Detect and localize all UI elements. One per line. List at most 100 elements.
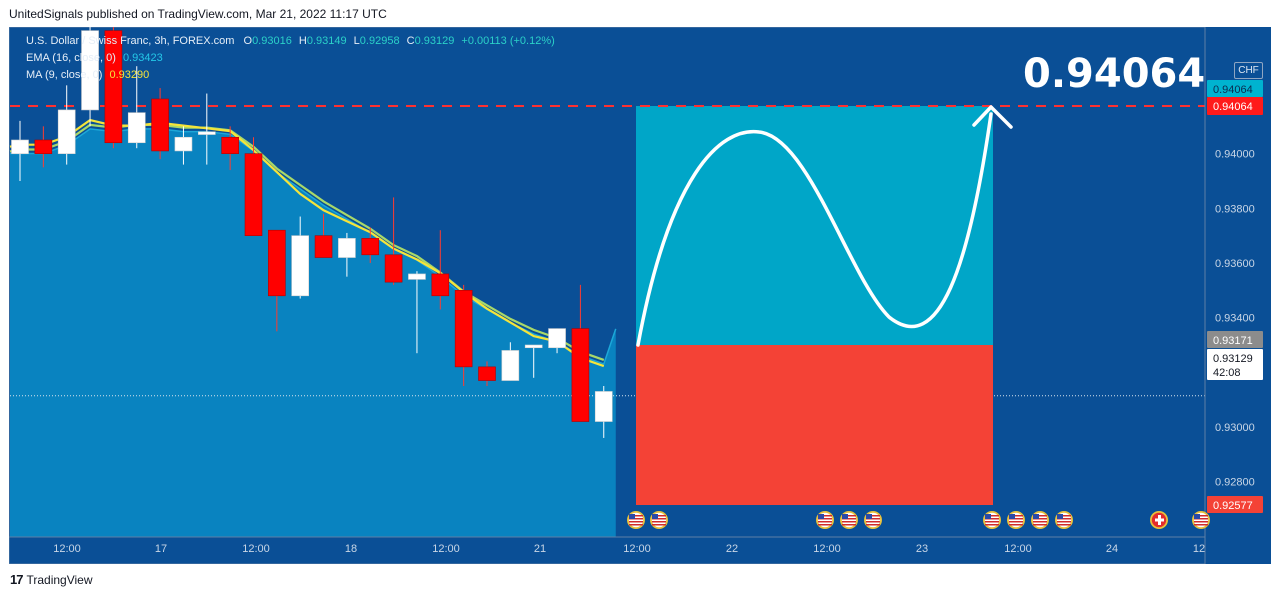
us-event-flag-icon — [1057, 518, 1071, 520]
price-tick-label: 0.92800 — [1215, 477, 1255, 489]
candle-body[interactable] — [478, 366, 496, 381]
us-event-flag-icon — [866, 514, 872, 519]
candle-body[interactable] — [338, 238, 356, 258]
entry-price-label: 0.93171 — [1213, 335, 1253, 347]
candle-body[interactable] — [104, 30, 123, 144]
stop-price-label: 0.92577 — [1213, 500, 1253, 512]
legend-close-label: C — [406, 35, 415, 47]
time-tick-label: 23 — [916, 543, 928, 555]
candle-body[interactable] — [571, 328, 590, 422]
candle-body[interactable] — [11, 139, 29, 154]
bar-countdown-label: 42:08 — [1213, 367, 1241, 379]
us-event-flag-icon — [1009, 521, 1023, 523]
us-event-flag-icon — [866, 521, 880, 523]
candle-body[interactable] — [431, 273, 450, 297]
legend-ma-row: MA (9, close, 0) 0.93290 — [26, 69, 149, 81]
price-chart[interactable]: 0.942000.940000.938000.936000.934000.932… — [9, 27, 1271, 564]
us-event-flag-icon — [985, 515, 999, 517]
us-event-flag-icon — [629, 514, 635, 519]
candle-body[interactable] — [594, 391, 613, 422]
footer: 17 TradingView — [10, 572, 93, 587]
candle-body[interactable] — [57, 109, 76, 154]
time-tick-label: 22 — [726, 543, 738, 555]
take-profit-zone[interactable] — [636, 106, 993, 345]
us-event-flag-icon — [1009, 515, 1023, 517]
candle-body[interactable] — [501, 350, 520, 381]
candle-body[interactable] — [384, 254, 403, 283]
us-event-flag-icon — [629, 521, 643, 523]
legend-low-label: L — [353, 35, 360, 47]
us-event-flag-icon — [866, 515, 880, 517]
time-tick-label: 12:00 — [1004, 543, 1032, 555]
candle-body[interactable] — [221, 136, 239, 154]
stop-loss-zone[interactable] — [636, 345, 993, 505]
candle-body[interactable] — [81, 30, 99, 111]
legend-change: +0.00113 (+0.12%) — [461, 35, 555, 47]
time-tick-label: 12:00 — [623, 543, 651, 555]
us-event-flag-icon — [652, 521, 666, 523]
candle-body[interactable] — [34, 139, 53, 154]
target-box-price-label: 0.94064 — [1213, 84, 1253, 96]
us-event-flag-icon — [629, 524, 643, 526]
us-event-flag-icon — [842, 514, 848, 519]
candle-body[interactable] — [151, 98, 169, 152]
us-event-flag-icon — [842, 524, 856, 526]
candle-body[interactable] — [361, 238, 380, 256]
us-event-flag-icon — [818, 524, 832, 526]
us-event-flag-icon — [1033, 521, 1047, 523]
time-tick-label: 17 — [155, 543, 167, 555]
candle-body[interactable] — [174, 136, 193, 152]
projection-path — [636, 112, 993, 347]
ch-event-flag-icon — [1155, 518, 1164, 522]
us-event-flag-icon — [1194, 518, 1208, 520]
candle-body[interactable] — [291, 235, 310, 297]
candle-body[interactable] — [268, 229, 286, 297]
tradingview-logo: 17 — [10, 572, 24, 587]
currency-badge[interactable]: CHF — [1234, 62, 1263, 79]
legend-ema-value: 0.93423 — [122, 52, 163, 64]
legend-open-value: 0.93016 — [252, 35, 292, 47]
candle-body[interactable] — [127, 112, 146, 144]
candle-body[interactable] — [244, 153, 263, 236]
candle-body[interactable] — [548, 328, 566, 349]
us-event-flag-icon — [1057, 515, 1071, 517]
price-axis[interactable] — [1205, 27, 1271, 564]
legend-ma-label: MA (9, close, 0) — [26, 69, 103, 81]
us-event-flag-icon — [985, 514, 991, 519]
us-event-flag-icon — [652, 524, 666, 526]
us-event-flag-icon — [866, 524, 880, 526]
ma-line — [9, 118, 605, 368]
time-tick-label: 18 — [345, 543, 357, 555]
legend-high-label: H — [298, 35, 307, 47]
us-event-flag-icon — [1033, 524, 1047, 526]
us-event-flag-icon — [818, 515, 832, 517]
chart-area[interactable]: 0.942000.940000.938000.936000.934000.932… — [9, 27, 1271, 564]
us-event-flag-icon — [652, 514, 658, 519]
us-event-flag-icon — [1194, 521, 1208, 523]
us-event-flag-icon — [1009, 518, 1023, 520]
time-tick-label: 21 — [534, 543, 546, 555]
projection-arrowhead — [972, 105, 1013, 129]
candle-body[interactable] — [198, 131, 216, 135]
us-event-flag-icon — [985, 524, 999, 526]
us-event-flag-icon — [866, 518, 880, 520]
us-event-flag-icon — [1194, 514, 1200, 519]
legend-symbol: U.S. Dollar / Swiss Franc, 3h, FOREX.com — [26, 35, 235, 47]
candle-body[interactable] — [314, 235, 333, 258]
candle-body[interactable] — [454, 290, 473, 368]
price-tick-label: 0.93000 — [1215, 422, 1255, 434]
footer-brand: TradingView — [26, 572, 93, 587]
us-event-flag-icon — [1009, 524, 1023, 526]
current-price-label: 0.93129 — [1213, 353, 1253, 365]
us-event-flag-icon — [652, 518, 666, 520]
us-event-flag-icon — [652, 515, 666, 517]
candle-body[interactable] — [524, 344, 543, 349]
us-event-flag-icon — [842, 518, 856, 520]
ema-area-fill — [10, 128, 616, 537]
us-event-flag-icon — [985, 518, 999, 520]
legend-close-value: 0.93129 — [414, 35, 455, 47]
us-event-flag-icon — [818, 514, 824, 519]
candle-body[interactable] — [408, 273, 426, 280]
us-event-flag-icon — [1057, 521, 1071, 523]
us-event-flag-icon — [1033, 518, 1047, 520]
